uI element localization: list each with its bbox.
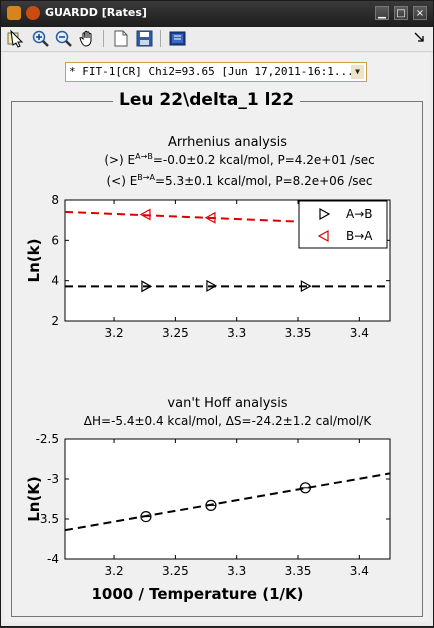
figure-toolbar bbox=[1, 27, 433, 52]
y-tick-label: 4 bbox=[51, 274, 59, 288]
chevron-down-icon[interactable]: ▼ bbox=[351, 65, 364, 79]
x-tick-label: 3.2 bbox=[105, 326, 124, 340]
fit-line bbox=[65, 472, 390, 532]
data-point bbox=[300, 280, 312, 293]
data-point bbox=[204, 211, 216, 224]
x-tick-label: 3.4 bbox=[350, 326, 369, 340]
legend-label: A→B bbox=[346, 207, 373, 221]
panel-title: Leu 22\delta_1 l22 bbox=[113, 90, 301, 110]
zoom-in-icon[interactable] bbox=[31, 29, 50, 48]
matlab-logo-icon bbox=[26, 6, 40, 20]
zoom-out-icon[interactable] bbox=[54, 29, 73, 48]
toolbar-separator bbox=[160, 30, 161, 47]
x-tick-label: 3.3 bbox=[227, 564, 246, 578]
chart-subtitle: (>) EA→B=-0.0±0.2 kcal/mol, P=4.2e+01 /s… bbox=[104, 152, 374, 167]
chart-subtitle: (<) EB→A=5.3±0.1 kcal/mol, P=8.2e+06 /se… bbox=[106, 173, 372, 188]
pan-icon[interactable] bbox=[78, 29, 97, 48]
data-point bbox=[141, 280, 153, 293]
x-tick-label: 3.4 bbox=[350, 564, 369, 578]
x-tick-label: 3.25 bbox=[162, 326, 189, 340]
chart-title: Arrhenius analysis bbox=[168, 135, 287, 150]
fit-line bbox=[65, 210, 390, 227]
plot-tools-icon[interactable] bbox=[168, 29, 187, 48]
close-icon[interactable]: × bbox=[413, 6, 427, 20]
data-point bbox=[139, 208, 151, 221]
data-point bbox=[206, 279, 218, 292]
y-tick-label: -4 bbox=[47, 552, 59, 566]
new-figure-icon[interactable] bbox=[111, 29, 130, 48]
x-tick-label: 3.25 bbox=[162, 564, 189, 578]
maximize-icon[interactable]: □ bbox=[394, 6, 408, 20]
minimize-icon[interactable]: ▁ bbox=[375, 6, 389, 20]
y-tick-label: 6 bbox=[51, 233, 59, 247]
toolbar-separator bbox=[103, 30, 104, 47]
x-tick-label: 3.35 bbox=[285, 326, 312, 340]
y-tick-label: 2 bbox=[51, 314, 59, 328]
fit-selector-value: * FIT-1[CR] Chi2=93.65 [Jun 17,2011-16:1… bbox=[69, 65, 354, 78]
window-title: GUARDD [Rates] bbox=[45, 6, 147, 19]
window-menu-icon[interactable] bbox=[7, 6, 21, 20]
y-axis-label: Ln(K) bbox=[25, 476, 43, 522]
fit-selector-dropdown[interactable]: * FIT-1[CR] Chi2=93.65 [Jun 17,2011-16:1… bbox=[65, 62, 367, 82]
y-tick-label: 8 bbox=[51, 193, 59, 207]
title-bar[interactable]: GUARDD [Rates] ▁ □ × bbox=[1, 1, 433, 27]
chart-subtitle: ΔH=-5.4±0.4 kcal/mol, ΔS=-24.2±1.2 cal/m… bbox=[84, 414, 373, 428]
save-icon[interactable] bbox=[135, 29, 154, 48]
x-tick-label: 3.2 bbox=[105, 564, 124, 578]
y-axis-label: Ln(k) bbox=[25, 239, 43, 283]
y-tick-label: -3.5 bbox=[36, 512, 59, 526]
x-tick-label: 3.35 bbox=[285, 564, 312, 578]
chart-title: van't Hoff analysis bbox=[167, 396, 287, 411]
y-tick-label: -2.5 bbox=[36, 432, 59, 446]
legend-marker bbox=[317, 229, 329, 243]
data-cursor-icon[interactable] bbox=[7, 29, 26, 48]
legend-marker bbox=[319, 207, 331, 221]
x-axis-label: 1000 / Temperature (1/K) bbox=[91, 585, 303, 603]
x-tick-label: 3.3 bbox=[227, 326, 246, 340]
plot-area bbox=[64, 438, 391, 560]
legend bbox=[298, 200, 388, 249]
y-tick-label: -3 bbox=[47, 472, 59, 486]
dock-arrow-icon[interactable] bbox=[413, 31, 425, 43]
legend-label: B→A bbox=[346, 229, 373, 243]
